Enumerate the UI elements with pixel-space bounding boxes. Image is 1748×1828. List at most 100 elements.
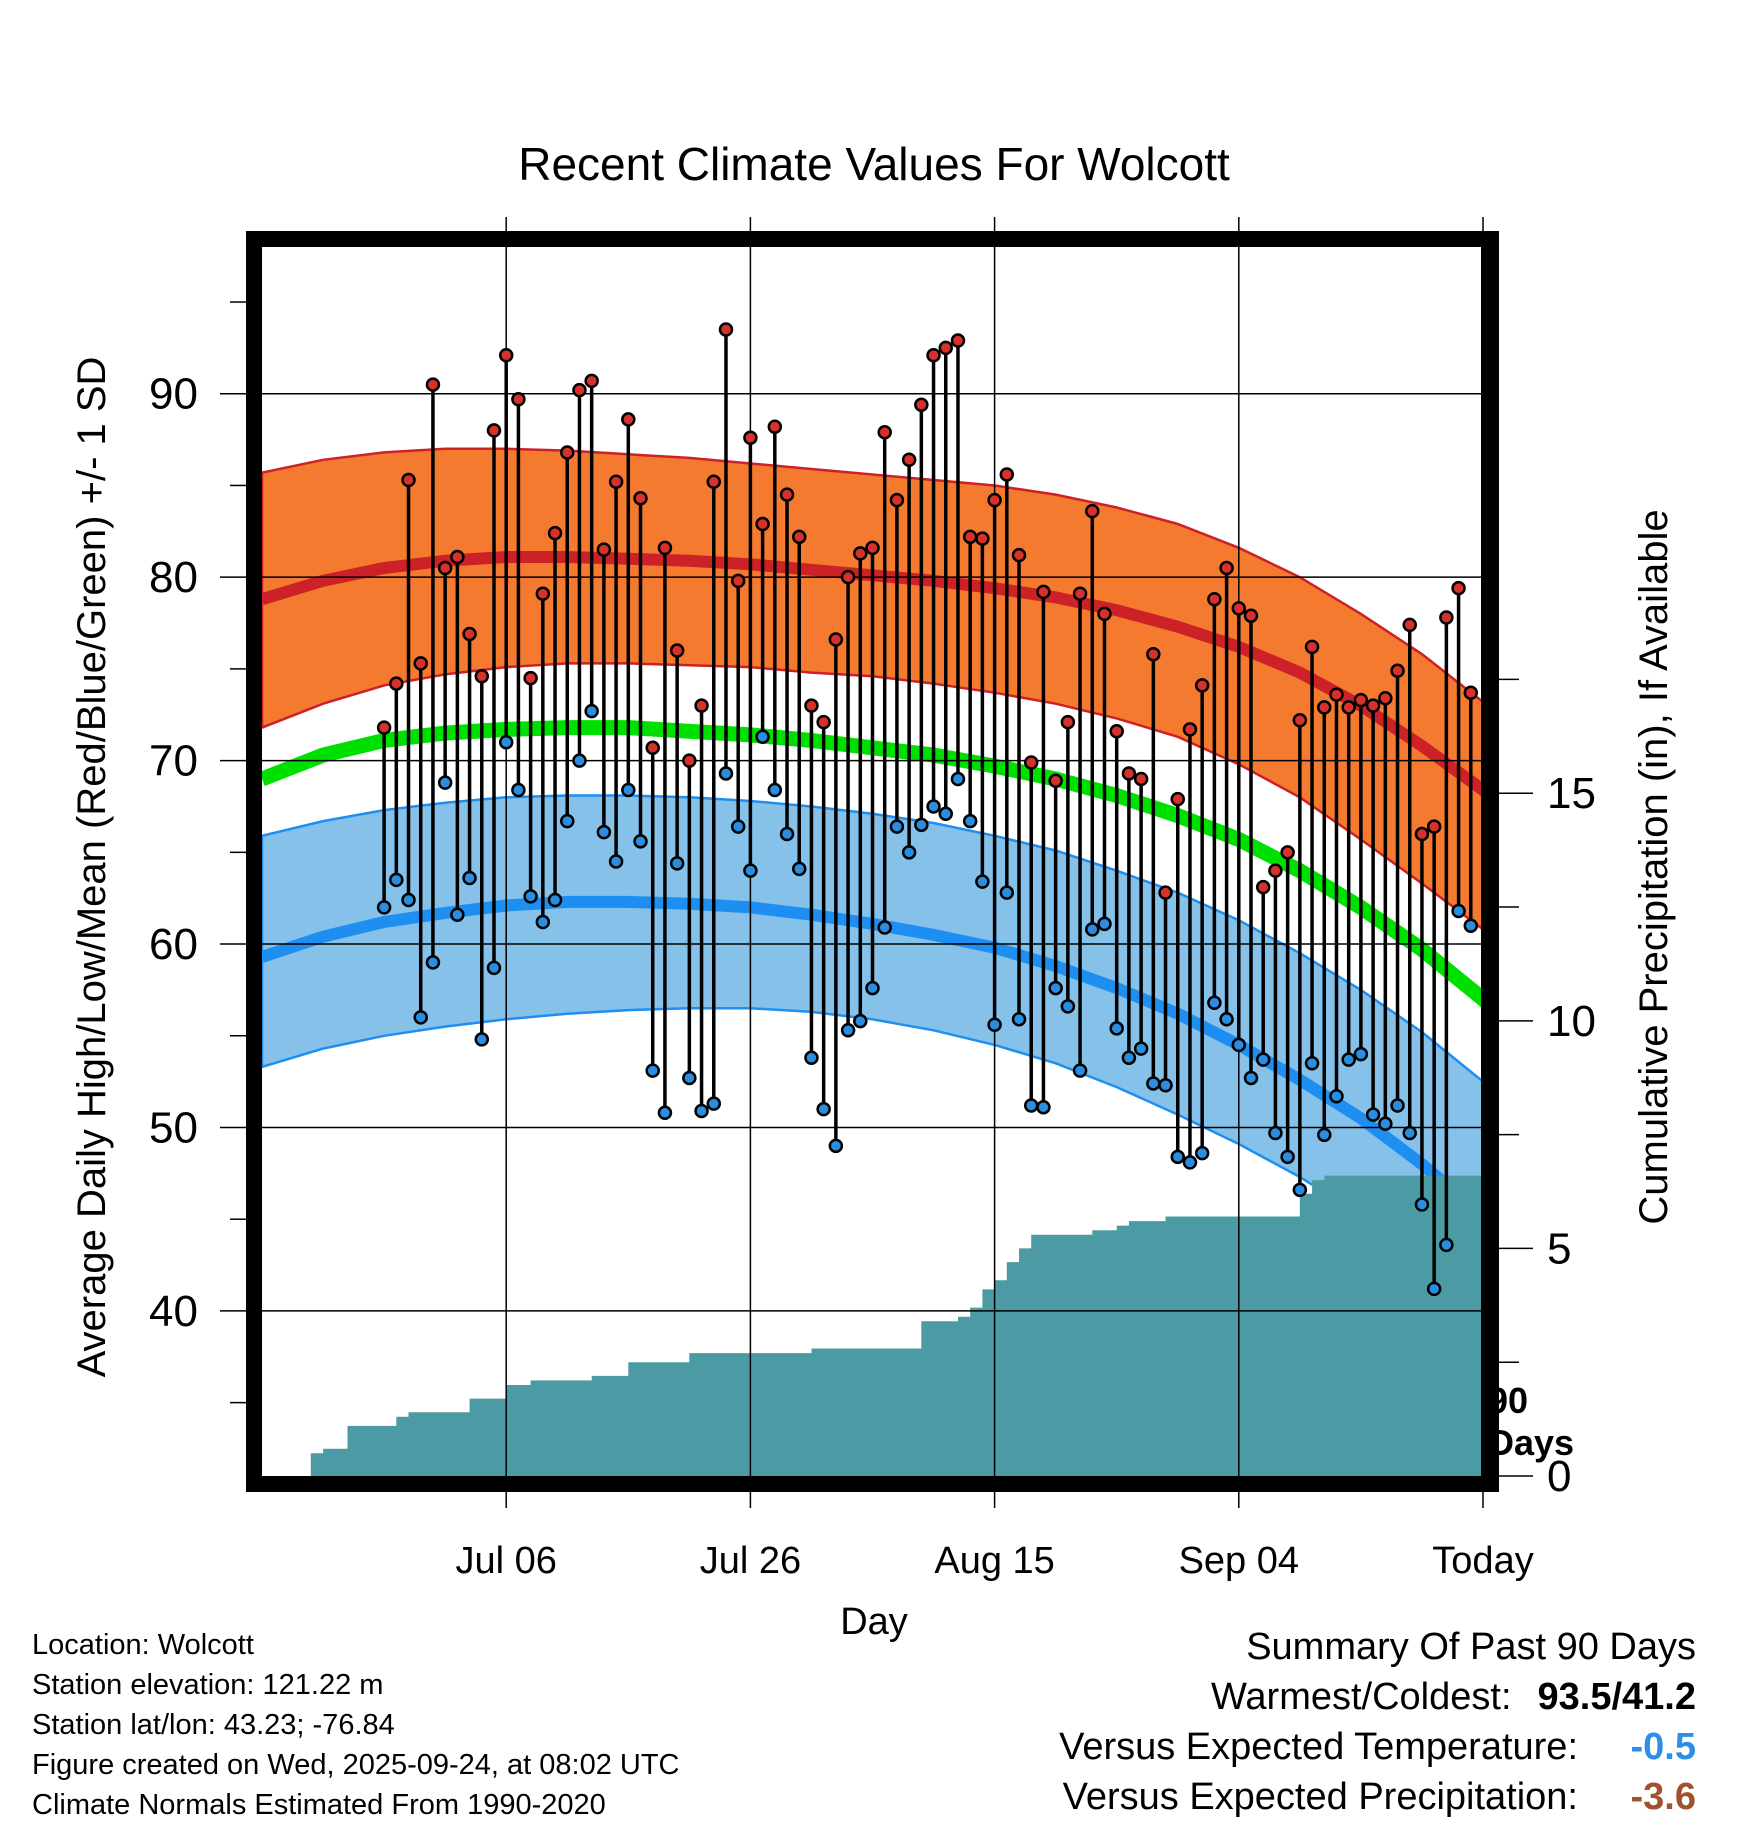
high-point-32 bbox=[767, 419, 783, 435]
low-point-32 bbox=[767, 782, 783, 798]
info-latlon: Station lat/lon: 43.23; -76.84 bbox=[32, 1709, 395, 1741]
low-point-23 bbox=[657, 1105, 673, 1121]
low-point-38 bbox=[840, 1023, 856, 1038]
low-point-78 bbox=[1329, 1089, 1344, 1104]
low-point-84 bbox=[1402, 1125, 1417, 1141]
high-point-83 bbox=[1390, 663, 1405, 678]
high-point-58 bbox=[1085, 503, 1100, 519]
high-point-4 bbox=[425, 377, 441, 392]
low-point-52 bbox=[1011, 1012, 1027, 1027]
high-point-20 bbox=[621, 412, 636, 427]
low-point-75 bbox=[1292, 1182, 1308, 1198]
info-elevation: Station elevation: 121.22 m bbox=[32, 1669, 384, 1701]
high-point-15 bbox=[560, 445, 575, 460]
high-point-72 bbox=[1255, 879, 1271, 895]
high-point-52 bbox=[1011, 547, 1027, 563]
high-point-43 bbox=[901, 452, 917, 468]
low-point-51 bbox=[999, 885, 1015, 900]
high-point-21 bbox=[633, 491, 648, 506]
low-point-13 bbox=[535, 914, 551, 930]
high-point-55 bbox=[1048, 773, 1063, 789]
low-point-68 bbox=[1207, 995, 1222, 1010]
low-point-6 bbox=[450, 907, 465, 922]
low-point-46 bbox=[938, 806, 954, 822]
low-point-35 bbox=[804, 1050, 819, 1066]
high-point-33 bbox=[779, 487, 795, 502]
high-point-60 bbox=[1109, 724, 1124, 739]
low-point-47 bbox=[950, 771, 966, 787]
low-point-67 bbox=[1194, 1145, 1210, 1161]
y2-tick-label-10: 10 bbox=[1547, 997, 1596, 1046]
high-point-71 bbox=[1243, 608, 1259, 623]
high-point-16 bbox=[572, 382, 587, 398]
chart-title: Recent Climate Values For Wolcott bbox=[518, 138, 1230, 190]
x-tick-label-30: Jul 26 bbox=[700, 1540, 801, 1582]
low-point-57 bbox=[1072, 1063, 1088, 1078]
info-location: Location: Wolcott bbox=[32, 1629, 254, 1661]
high-point-0 bbox=[376, 720, 392, 735]
low-point-60 bbox=[1109, 1021, 1124, 1036]
high-point-66 bbox=[1182, 722, 1198, 737]
low-point-41 bbox=[877, 920, 892, 935]
high-point-25 bbox=[682, 753, 697, 768]
high-point-11 bbox=[511, 391, 526, 407]
high-point-36 bbox=[816, 714, 831, 730]
y-axis-label: Average Daily High/Low/Mean (Red/Blue/Gr… bbox=[70, 357, 114, 1378]
high-point-79 bbox=[1341, 700, 1356, 715]
high-point-23 bbox=[657, 540, 673, 556]
high-point-46 bbox=[938, 340, 954, 356]
y-tick-label-80: 80 bbox=[149, 553, 198, 602]
high-point-49 bbox=[975, 531, 990, 546]
low-point-87 bbox=[1439, 1237, 1454, 1253]
high-point-73 bbox=[1268, 863, 1283, 878]
precip-area bbox=[262, 1175, 1483, 1476]
low-point-54 bbox=[1036, 1100, 1051, 1115]
low-point-69 bbox=[1219, 1012, 1234, 1027]
high-point-82 bbox=[1378, 690, 1393, 706]
high-point-67 bbox=[1194, 678, 1210, 693]
today-label-days: Days bbox=[1488, 1422, 1574, 1463]
summary-temp-row: Versus Expected Temperature: -0.5 bbox=[1059, 1722, 1696, 1772]
low-point-85 bbox=[1414, 1197, 1430, 1212]
low-point-44 bbox=[914, 817, 929, 833]
high-point-57 bbox=[1072, 586, 1088, 601]
low-point-28 bbox=[718, 766, 734, 781]
high-point-38 bbox=[840, 569, 856, 585]
summary-prcp-row: Versus Expected Precipitation: -3.6 bbox=[1059, 1772, 1696, 1822]
high-point-59 bbox=[1097, 606, 1112, 622]
low-point-77 bbox=[1317, 1127, 1332, 1143]
low-point-11 bbox=[511, 782, 526, 798]
high-point-47 bbox=[950, 333, 966, 348]
low-point-2 bbox=[401, 892, 416, 908]
low-point-82 bbox=[1378, 1116, 1393, 1132]
high-point-80 bbox=[1353, 692, 1369, 708]
low-point-80 bbox=[1353, 1046, 1369, 1062]
low-point-66 bbox=[1182, 1155, 1198, 1170]
low-point-9 bbox=[486, 960, 502, 976]
low-point-61 bbox=[1121, 1050, 1137, 1066]
high-point-22 bbox=[645, 740, 660, 756]
high-point-26 bbox=[694, 698, 709, 713]
low-point-76 bbox=[1304, 1056, 1320, 1071]
high-point-24 bbox=[669, 643, 685, 658]
low-point-36 bbox=[816, 1101, 831, 1117]
high-point-3 bbox=[413, 656, 428, 671]
low-point-20 bbox=[621, 782, 636, 798]
low-point-8 bbox=[474, 1032, 490, 1047]
low-normal-line bbox=[262, 895, 1483, 1224]
high-point-64 bbox=[1158, 885, 1173, 900]
x-axis-label: Day bbox=[840, 1601, 908, 1643]
low-point-7 bbox=[462, 870, 477, 886]
low-point-59 bbox=[1097, 916, 1112, 932]
high-point-76 bbox=[1304, 639, 1320, 655]
info-created: Figure created on Wed, 2025-09-24, at 08… bbox=[32, 1749, 680, 1781]
high-point-89 bbox=[1463, 685, 1479, 700]
low-point-89 bbox=[1463, 918, 1479, 933]
y2-tick-label-5: 5 bbox=[1547, 1224, 1571, 1273]
low-point-40 bbox=[865, 980, 880, 996]
summary-warm-cold-label: Warmest/Coldest: bbox=[1210, 1676, 1512, 1718]
high-point-63 bbox=[1146, 646, 1161, 662]
info-normals: Climate Normals Estimated From 1990-2020 bbox=[32, 1789, 606, 1821]
high-point-50 bbox=[987, 492, 1002, 508]
high-point-10 bbox=[498, 347, 514, 363]
